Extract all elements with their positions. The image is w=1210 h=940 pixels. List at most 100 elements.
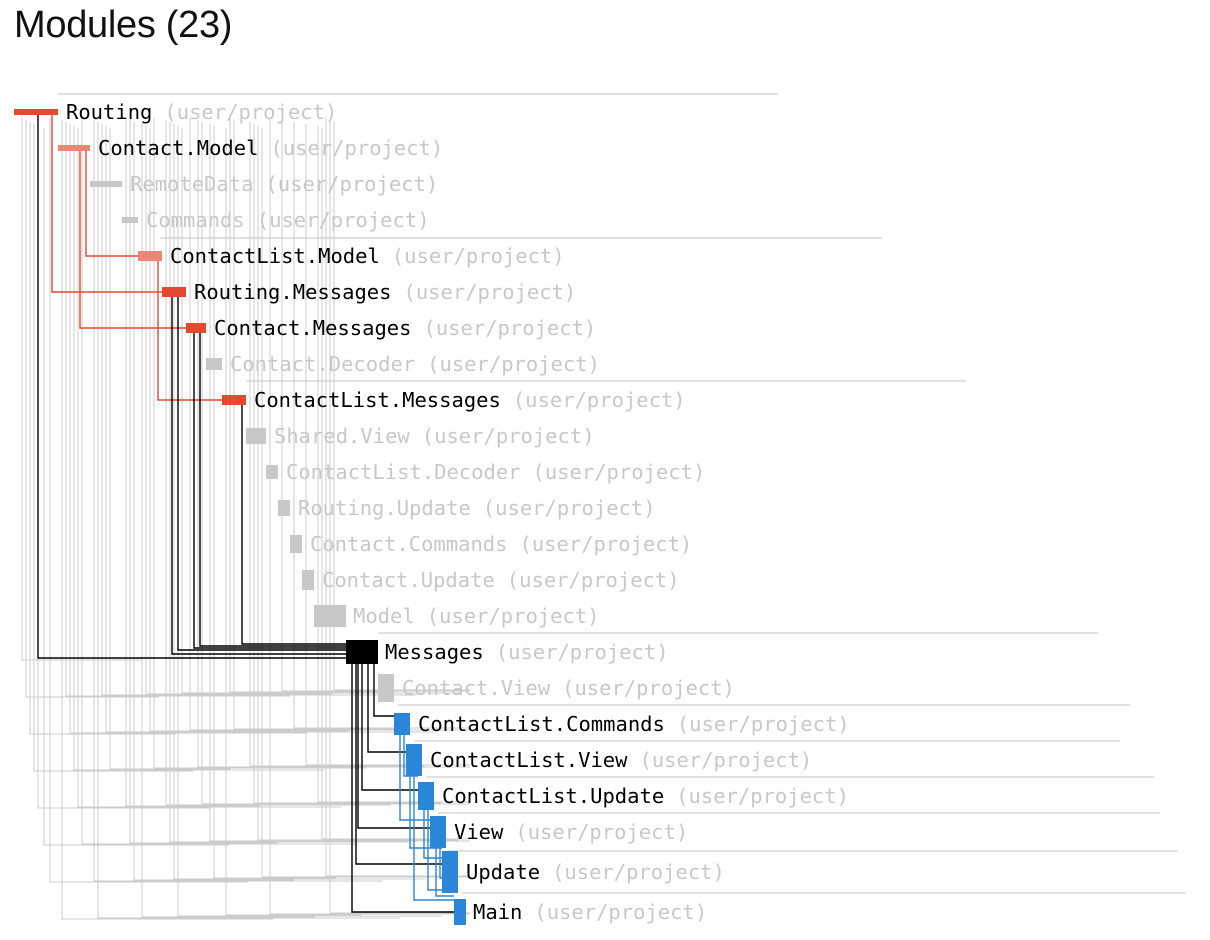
module-label: Commands (user/project) [146, 208, 430, 232]
module-package: (user/project) [257, 208, 430, 232]
module-package: (user/project) [270, 136, 443, 160]
dependency-edge-gray [233, 120, 395, 730]
module-label: Contact.Model (user/project) [98, 136, 443, 160]
module-name: ContactList.Decoder [286, 460, 521, 484]
dependency-edge-black [367, 664, 406, 753]
module-label: Routing.Messages (user/project) [194, 280, 576, 304]
module-row[interactable]: Routing (user/project) [14, 100, 337, 124]
dependency-edge-gray [141, 124, 315, 918]
dependency-edge-red [79, 151, 186, 329]
module-row[interactable]: Contact.View (user/project) [378, 674, 735, 702]
dependency-edge-gray [33, 124, 193, 772]
dependency-edge-gray [201, 122, 470, 805]
module-row[interactable]: Messages (user/project) [346, 640, 669, 664]
dependency-edge-blue [413, 776, 454, 901]
dependency-edge-gray [181, 128, 459, 694]
dependency-edge-black [241, 405, 346, 645]
dependency-edge-gray [29, 122, 176, 735]
module-box [222, 395, 246, 405]
module-name: Contact.View [402, 676, 551, 700]
module-row[interactable]: Routing.Messages (user/project) [162, 280, 576, 304]
module-row[interactable]: ContactList.Decoder (user/project) [266, 460, 705, 484]
module-box [58, 145, 90, 151]
module-package: (user/project) [519, 532, 692, 556]
module-name: View [454, 820, 504, 844]
module-box [378, 674, 394, 702]
module-name: Update [466, 860, 540, 884]
module-row[interactable]: Shared.View (user/project) [246, 424, 595, 448]
module-name: ContactList.Model [170, 244, 380, 268]
dependency-edge-gray [129, 120, 277, 844]
dependency-edge-black [351, 664, 454, 913]
module-package: (user/project) [515, 820, 688, 844]
dependency-edge-gray [257, 126, 458, 841]
dependency-edge-gray [333, 122, 470, 691]
module-box [430, 816, 446, 848]
module-name: Commands [146, 208, 245, 232]
dependency-edge-gray [69, 124, 307, 734]
module-row[interactable]: Update (user/project) [442, 851, 725, 893]
module-row[interactable]: ContactList.Commands (user/project) [394, 712, 850, 736]
dependency-edge-gray [173, 124, 425, 880]
module-row[interactable]: ContactList.Messages (user/project) [222, 388, 686, 412]
module-package: (user/project) [562, 676, 735, 700]
module-row[interactable]: Contact.Messages (user/project) [186, 316, 596, 340]
dependency-edge-red [85, 151, 138, 257]
dependency-edge-gray [49, 118, 248, 883]
dependency-edge-gray [149, 128, 349, 732]
dependency-edge-black [193, 333, 346, 649]
module-nodes: Routing (user/project) Contact.Model (user/… [14, 100, 850, 925]
module-name: Main [473, 900, 522, 924]
dependency-edge-black [373, 664, 394, 717]
module-row[interactable]: ContactList.Update (user/project) [418, 782, 849, 810]
module-package: (user/project) [427, 604, 600, 628]
module-row[interactable]: Contact.Decoder (user/project) [206, 352, 600, 376]
module-name: Contact.Messages [214, 316, 411, 340]
page-title: Modules (23) [14, 4, 233, 46]
module-row[interactable]: ContactList.View (user/project) [406, 744, 812, 776]
module-label: ContactList.Messages (user/project) [254, 388, 686, 412]
dependency-edge-gray [61, 120, 273, 920]
module-row[interactable]: ContactList.Model (user/project) [138, 244, 565, 268]
module-box [206, 358, 222, 370]
dependency-edge-gray [133, 122, 294, 881]
dependency-edge-blue [399, 735, 430, 821]
dependency-edge-gray [261, 128, 470, 878]
module-package: (user/project) [164, 100, 337, 124]
dependency-edge-red [51, 115, 162, 293]
module-name: RemoteData [130, 172, 253, 196]
module-row[interactable]: Main (user/project) [454, 899, 707, 925]
dependency-edge-gray [77, 128, 341, 808]
module-box [454, 899, 466, 925]
module-name: Routing.Update [298, 496, 471, 520]
module-label: Routing (user/project) [66, 100, 337, 124]
module-label: Model (user/project) [353, 604, 600, 628]
dependency-edge-gray [165, 120, 391, 806]
module-box [14, 109, 58, 115]
module-label: ContactList.Decoder (user/project) [286, 460, 705, 484]
dependency-edge-blue [435, 848, 454, 897]
module-package: (user/project) [639, 748, 812, 772]
dependency-edge-gray [229, 118, 378, 693]
module-row[interactable]: Contact.Commands (user/project) [290, 532, 692, 556]
dependency-edge-gray [269, 118, 470, 915]
module-row[interactable]: Commands (user/project) [122, 208, 430, 232]
module-label: Contact.Update (user/project) [322, 568, 680, 592]
module-package: (user/project) [496, 640, 669, 664]
module-row[interactable]: Contact.Update (user/project) [302, 568, 680, 592]
dependency-edge-gray [73, 126, 324, 771]
module-row[interactable]: Routing.Update (user/project) [278, 496, 656, 520]
module-package: (user/project) [265, 172, 438, 196]
module-package: (user/project) [677, 712, 850, 736]
module-package: (user/project) [427, 352, 600, 376]
module-name: Routing [66, 100, 152, 124]
module-box [138, 251, 162, 261]
module-row[interactable]: RemoteData (user/project) [90, 172, 438, 196]
module-row[interactable]: Model (user/project) [314, 604, 600, 628]
module-label: Messages (user/project) [385, 640, 669, 664]
module-label: Contact.Commands (user/project) [310, 532, 692, 556]
module-box [406, 744, 422, 776]
module-label: ContactList.Model (user/project) [170, 244, 565, 268]
module-row[interactable]: View (user/project) [430, 816, 688, 848]
module-row[interactable]: Contact.Model (user/project) [58, 136, 443, 160]
